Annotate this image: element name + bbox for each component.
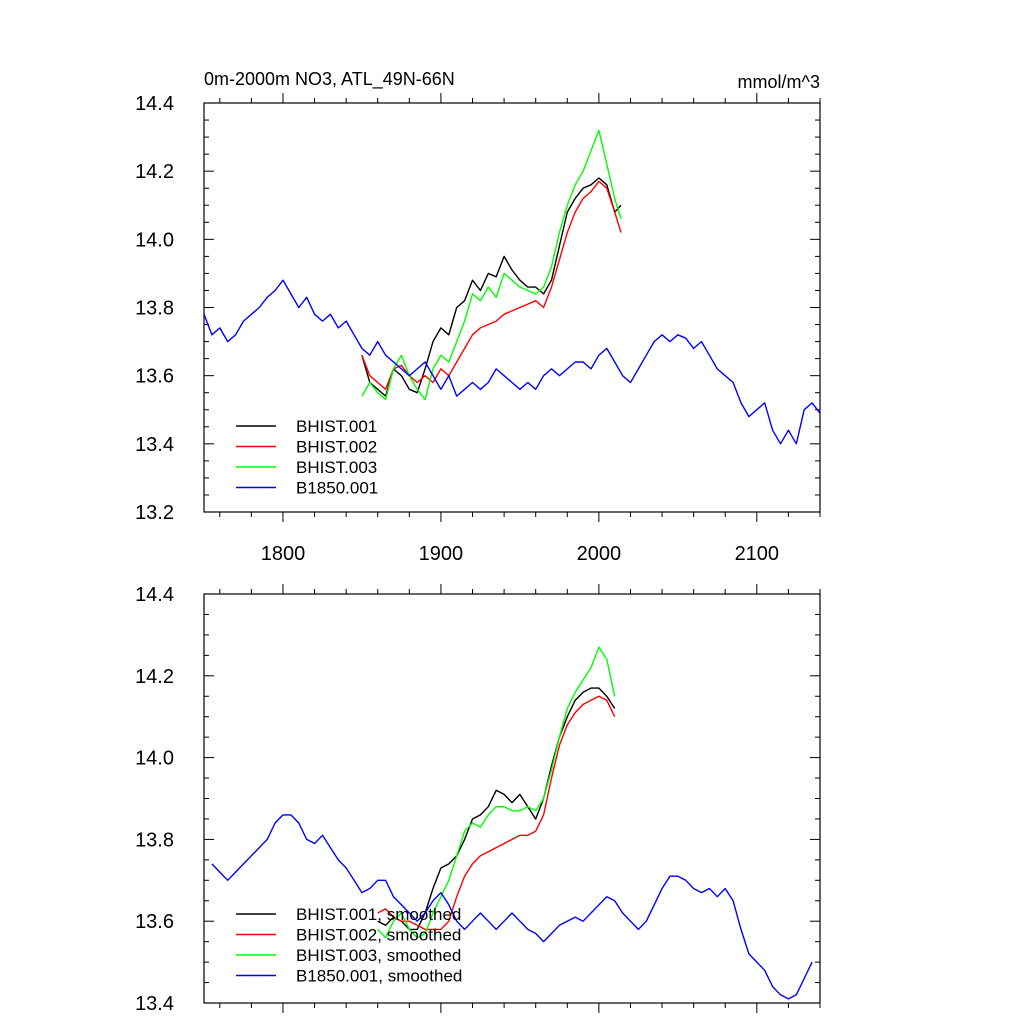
legend-label: BHIST.002 [296, 438, 377, 457]
series-line-bottom-3 [211, 814, 813, 1000]
legend-label: BHIST.003 [296, 458, 377, 477]
series-line-bottom-0 [377, 687, 616, 931]
legend-label: BHIST.002, smoothed [296, 926, 461, 945]
units-label: mmol/m^3 [738, 72, 820, 92]
y-tick-label: 13.6 [135, 366, 174, 388]
x-tick-label: 1800 [261, 543, 306, 565]
x-tick-label: 1900 [419, 543, 464, 565]
series-line-top-0 [361, 177, 622, 397]
y-tick-label: 13.2 [135, 502, 174, 524]
series-line-bottom-1 [377, 695, 616, 931]
series-line-top-1 [361, 180, 622, 390]
legend-label: BHIST.003, smoothed [296, 946, 461, 965]
y-tick-label: 14.2 [135, 161, 174, 183]
legend-label: BHIST.001 [296, 417, 377, 436]
legend-label: BHIST.001, smoothed [296, 905, 461, 924]
y-tick-label: 14.4 [135, 93, 174, 115]
ticks-layer: 13.2 13.4 13.6 13.8 14.0 14.2 14.4 1800 1900 2000… [135, 93, 821, 1015]
series-line-bottom-2 [377, 646, 616, 939]
y-tick-label: 14.0 [135, 748, 174, 770]
y-tick-label: 13.8 [135, 829, 174, 851]
legend-label: B1850.001 [296, 479, 378, 498]
series-line-top-3 [203, 279, 821, 445]
y-tick-label: 13.8 [135, 298, 174, 320]
y-tick-label: 13.4 [135, 993, 174, 1015]
y-tick-label: 14.4 [135, 584, 174, 606]
series-layer [203, 129, 821, 1000]
y-tick-label: 13.4 [135, 434, 174, 456]
y-tick-label: 14.0 [135, 229, 174, 251]
legend-label: B1850.001, smoothed [296, 967, 462, 986]
x-tick-label: 2100 [735, 543, 780, 565]
y-tick-label: 13.6 [135, 911, 174, 933]
y-tick-label: 14.2 [135, 666, 174, 688]
x-tick-label: 2000 [577, 543, 622, 565]
series-line-top-2 [361, 129, 622, 401]
chart-title: 0m-2000m NO3, ATL_49N-66N [204, 69, 455, 90]
